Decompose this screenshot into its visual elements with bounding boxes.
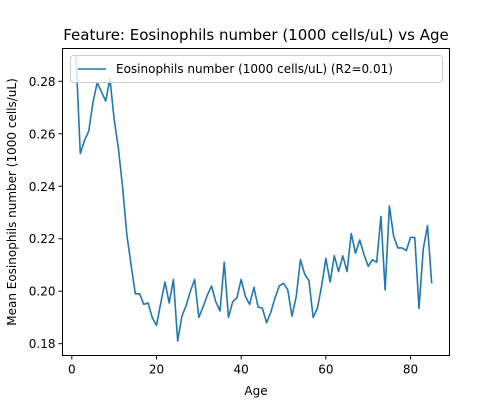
y-tick-label: 0.28 — [29, 75, 56, 89]
chart-title: Feature: Eosinophils number (1000 cells/… — [63, 26, 449, 44]
y-axis-ticks: 0.18 0.20 0.22 0.24 0.26 0.28 — [29, 75, 63, 351]
x-tick-label: 20 — [149, 363, 164, 377]
legend-box — [70, 55, 443, 83]
x-axis-ticks: 0 20 40 60 80 — [68, 355, 418, 377]
x-tick-label: 60 — [318, 363, 333, 377]
x-tick-label: 40 — [234, 363, 249, 377]
axes-frame — [62, 48, 450, 356]
x-tick-label: 80 — [403, 363, 418, 377]
y-tick-label: 0.18 — [29, 337, 56, 351]
x-tick-label: 0 — [68, 363, 76, 377]
series-line-0 — [75, 56, 433, 342]
plot-area — [75, 56, 433, 342]
y-axis-label: Mean Eosinophils number (1000 cells/uL) — [5, 78, 19, 326]
legend: Eosinophils number (1000 cells/uL) (R2=0… — [70, 55, 443, 83]
y-tick-label: 0.24 — [29, 180, 56, 194]
y-tick-label: 0.26 — [29, 127, 56, 141]
y-tick-label: 0.20 — [29, 285, 56, 299]
legend-label: Eosinophils number (1000 cells/uL) (R2=0… — [116, 62, 393, 76]
y-tick-label: 0.22 — [29, 232, 56, 246]
x-axis-label: Age — [244, 384, 267, 398]
